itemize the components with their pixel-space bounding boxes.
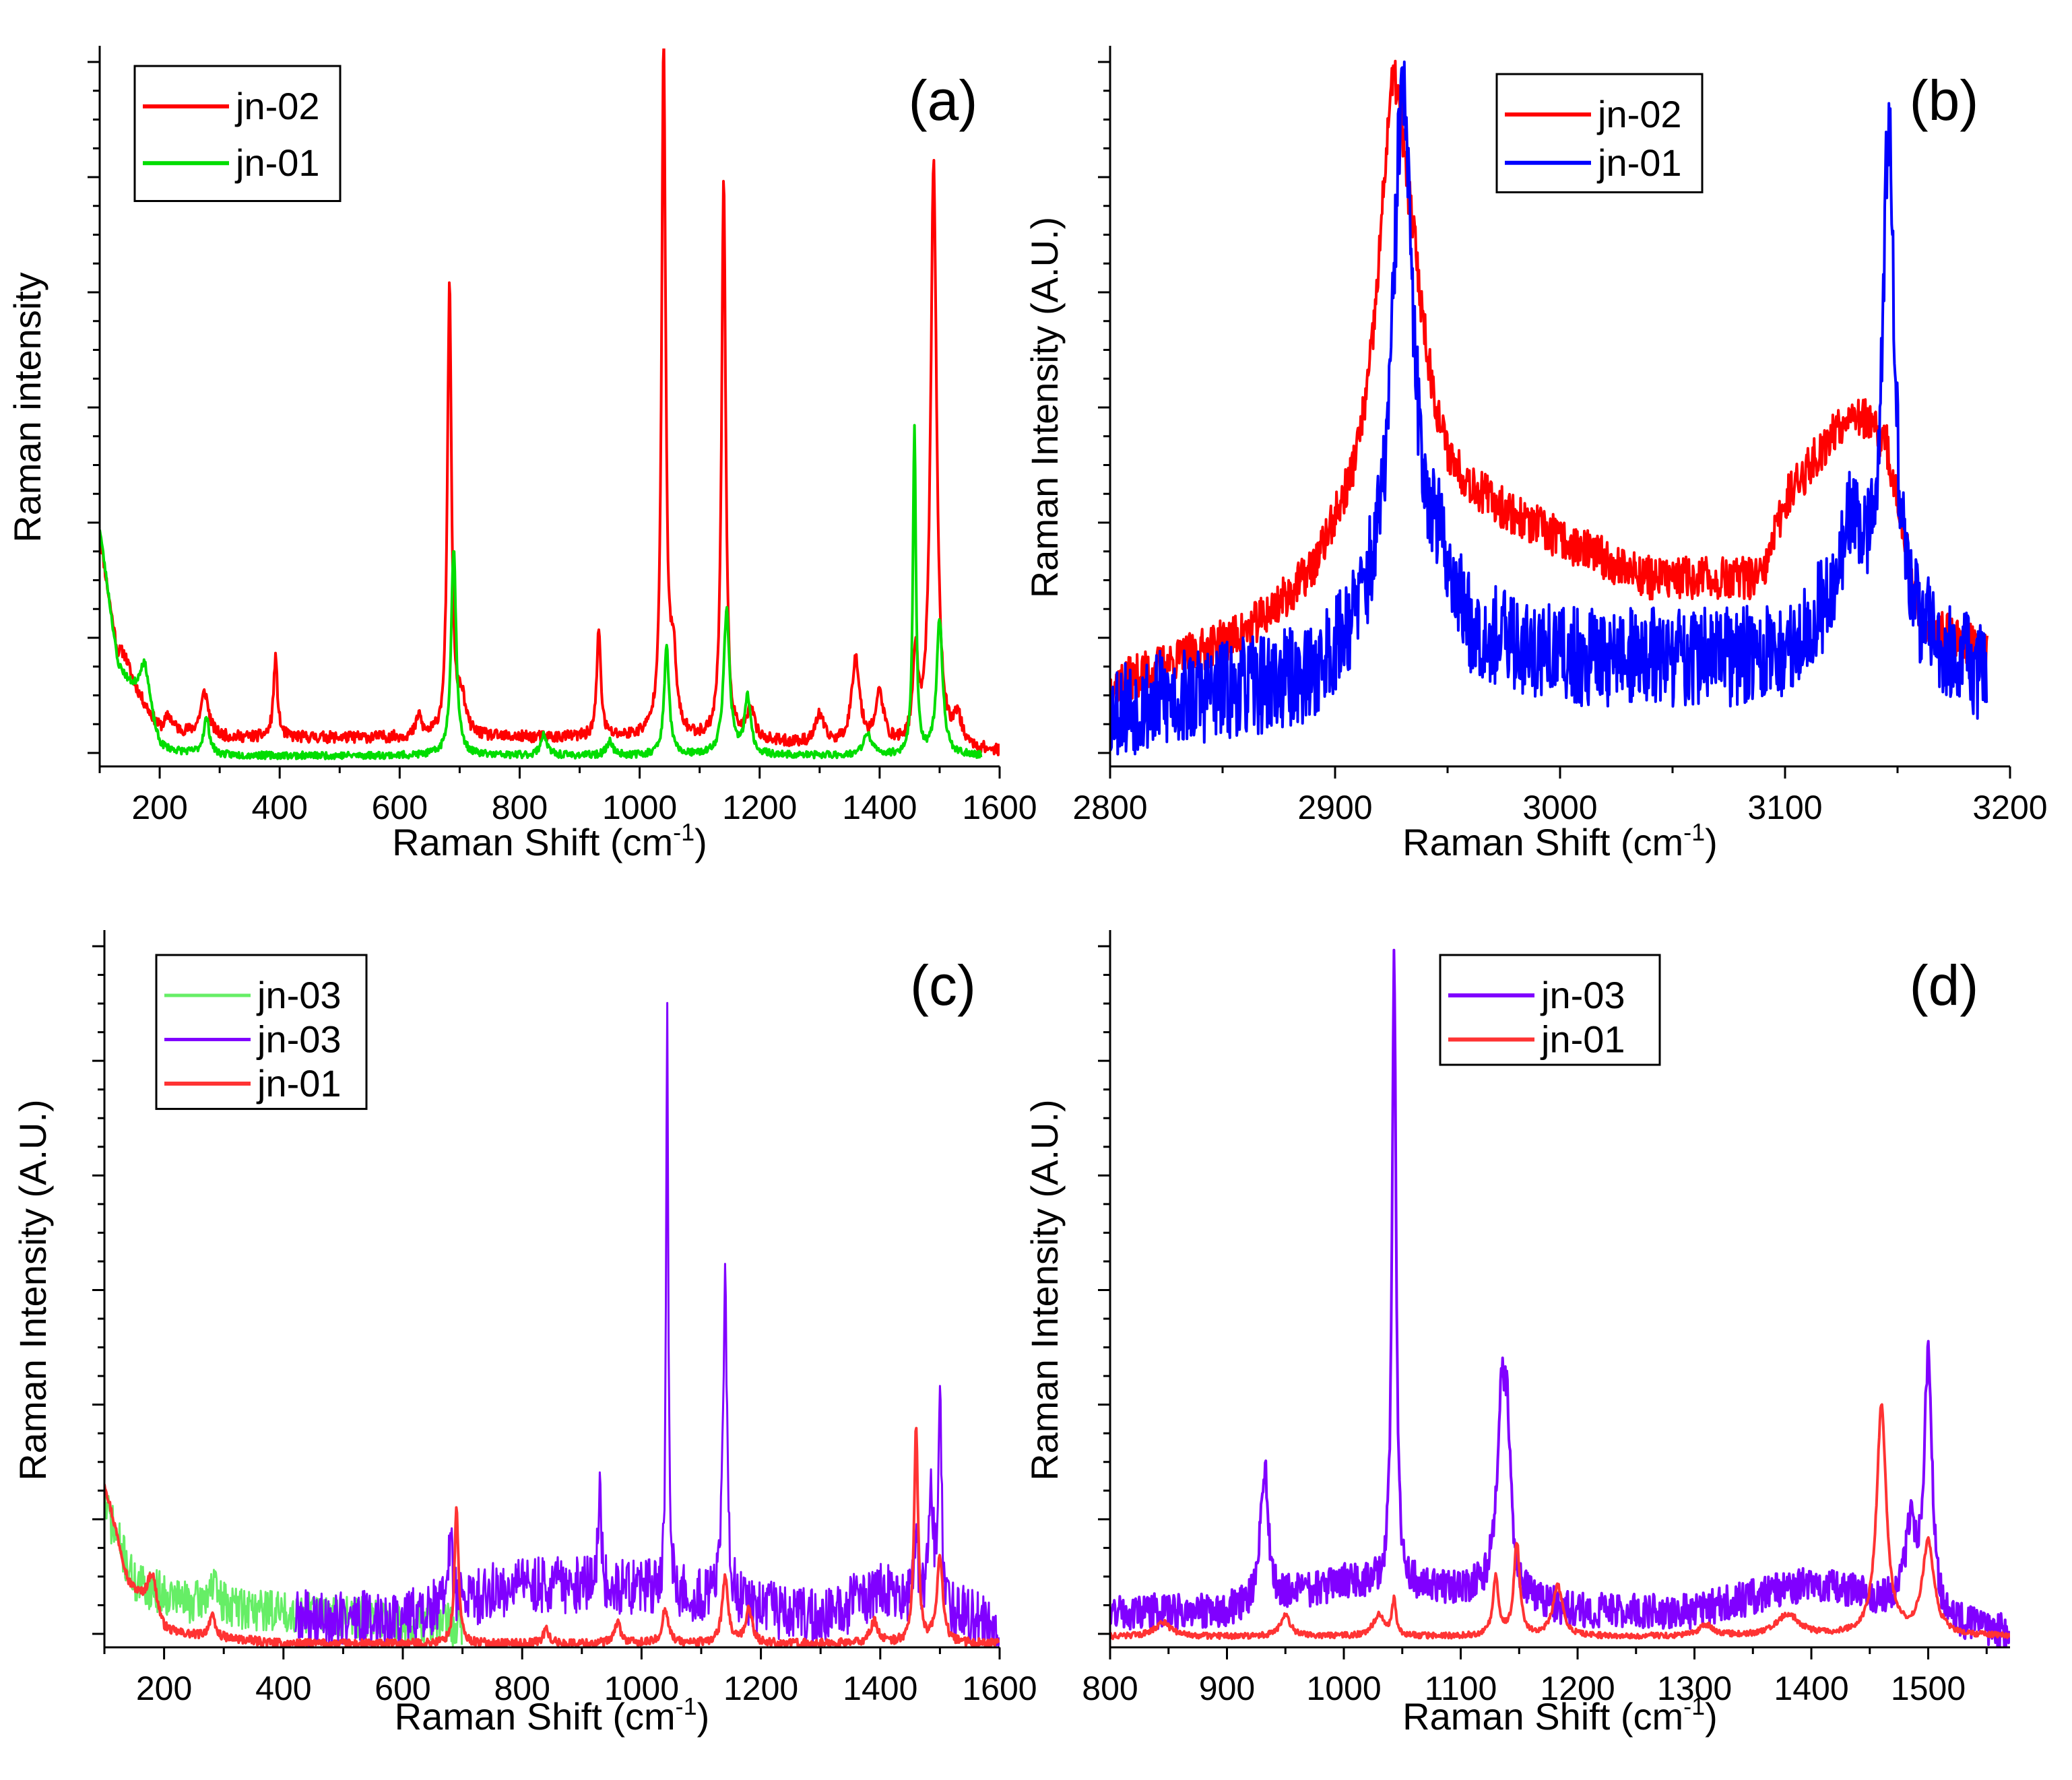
x-tick-label: 600	[375, 1670, 430, 1707]
panel-d: 800 900 1000 1100 1200 1300 1400 1500 Raman Shif…	[1023, 930, 2010, 1738]
panel-label: (b)	[1910, 69, 1979, 132]
x-tick-label: 1600	[962, 789, 1037, 826]
x-tick-label: 800	[1082, 1670, 1138, 1707]
x-tick-label: 1400	[1774, 1670, 1848, 1707]
y-axis-title: Raman Intensity (A.U.)	[11, 1099, 54, 1480]
legend: jn-02 jn-01	[133, 65, 342, 202]
legend-entry: jn-01	[234, 141, 320, 184]
legend-box	[133, 65, 342, 202]
legend-entry: jn-01	[1540, 1018, 1625, 1061]
legend-entry: jn-02	[234, 85, 320, 127]
legend-entry: jn-01	[1596, 141, 1682, 184]
series-line-jn-02-0	[100, 48, 1000, 756]
series-line-jn-01-2	[104, 1426, 1000, 1647]
legend: jn-02 jn-01	[1495, 73, 1704, 194]
series-line-jn-01-1	[1110, 60, 1988, 756]
x-tick-label: 400	[255, 1670, 311, 1707]
series-line-jn-03-0	[104, 1494, 463, 1647]
x-tick-label: 1100	[1425, 1670, 1497, 1707]
x-tick-label: 1000	[604, 1670, 679, 1707]
x-tick-label: 1200	[723, 1670, 798, 1707]
x-tick-label: 3100	[1747, 789, 1822, 826]
x-tick-label: 800	[492, 789, 548, 826]
panel-label: (a)	[909, 69, 978, 132]
panel-label: (d)	[1910, 954, 1979, 1017]
x-tick-label: 2900	[1297, 789, 1372, 826]
x-tick-label: 1000	[602, 789, 677, 826]
x-tick-label: 1400	[842, 789, 917, 826]
x-axis-title: Raman Shift (cm-1)	[1402, 818, 1718, 863]
y-axis-title: Raman intensity	[6, 272, 48, 543]
x-tick-label: 1600	[962, 1670, 1037, 1707]
x-axis-title: Raman Shift (cm-1)	[392, 818, 707, 863]
panel-a: 200 400 600 800 1000 1200 1400 1600 Raman Shift …	[6, 46, 1037, 863]
panel-b: 2800 2900 3000 3100 3200 Raman Shift (cm-1) Ra…	[1023, 46, 2048, 863]
x-tick-label: 400	[251, 789, 307, 826]
legend-entry: jn-03	[256, 1018, 342, 1061]
x-tick-label: 3000	[1522, 789, 1597, 826]
panel-c: 200 400 600 800 1000 1200 1400 1600 Raman Shift …	[11, 930, 1037, 1738]
legend-entry: jn-02	[1596, 93, 1682, 135]
y-axis-title: Raman Intensity (A.U.)	[1023, 217, 1066, 598]
x-tick-label: 1300	[1657, 1670, 1732, 1707]
panel-label: (c)	[910, 954, 976, 1017]
series-line-jn-03-0	[1110, 948, 2010, 1647]
series-line-jn-03-1	[294, 1001, 1000, 1647]
x-tick-label: 200	[136, 1670, 192, 1707]
x-axis-title: Raman Shift (cm-1)	[1402, 1692, 1718, 1738]
y-axis-title: Raman Intensity (A.U.)	[1023, 1099, 1066, 1480]
legend-box	[1495, 73, 1704, 194]
legend-entry: jn-03	[256, 974, 342, 1016]
legend-entry: jn-01	[256, 1062, 342, 1105]
x-tick-label: 600	[372, 789, 428, 826]
x-tick-label: 3200	[1972, 789, 2047, 826]
x-tick-label: 900	[1199, 1670, 1255, 1707]
series-line-jn-01-1	[1110, 1403, 2010, 1641]
legend-box	[1439, 954, 1661, 1066]
x-axis-title: Raman Shift (cm-1)	[395, 1692, 710, 1738]
x-tick-label: 1200	[722, 789, 797, 826]
legend-entry: jn-03	[1540, 974, 1625, 1016]
x-tick-label: 1500	[1891, 1670, 1966, 1707]
x-tick-label: 1000	[1306, 1670, 1381, 1707]
x-tick-label: 1200	[1540, 1670, 1615, 1707]
series-line-jn-01-1	[100, 424, 983, 760]
x-tick-label: 1400	[843, 1670, 917, 1707]
x-tick-label: 2800	[1072, 789, 1147, 826]
x-tick-label: 800	[494, 1670, 550, 1707]
series-line-jn-02-0	[1110, 59, 1989, 706]
x-tick-label: 200	[131, 789, 187, 826]
